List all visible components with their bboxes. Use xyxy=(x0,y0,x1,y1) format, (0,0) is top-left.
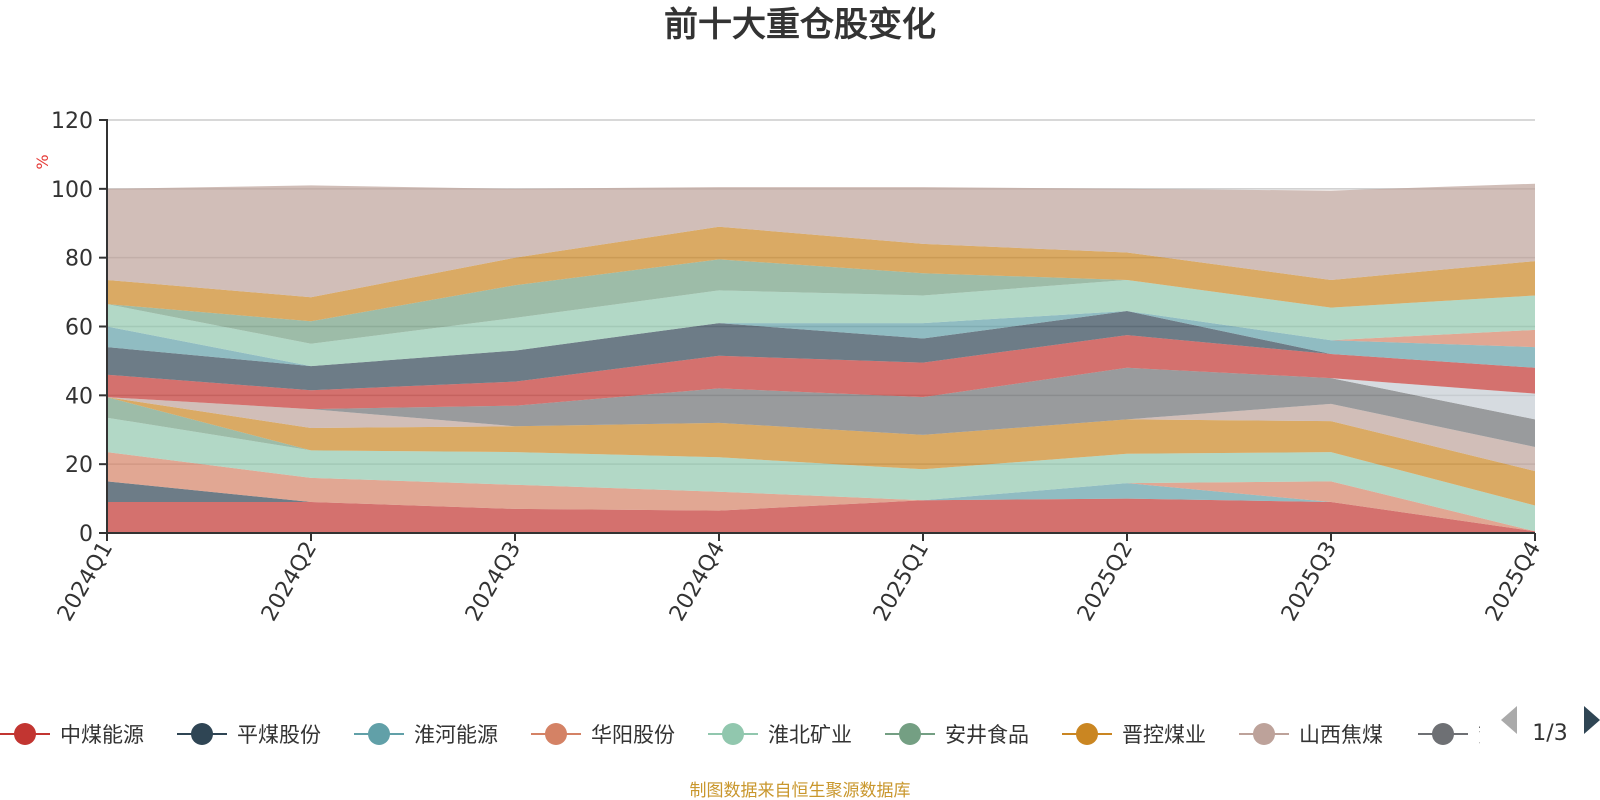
area-series-8 xyxy=(107,367,1535,447)
legend-label-7: 山西焦煤 xyxy=(1299,723,1383,747)
legend-item-5[interactable]: 安井食品 xyxy=(885,723,1029,747)
chart-title: 前十大重仓股变化 xyxy=(664,5,936,45)
y-tick-label-100: 100 xyxy=(51,178,93,203)
legend-label-2: 淮河能源 xyxy=(414,723,498,747)
x-tick-label-2: 2024Q3 xyxy=(461,538,526,626)
legend-marker-6 xyxy=(1076,723,1098,745)
x-tick-label-3: 2024Q4 xyxy=(665,538,730,626)
area-series-17 xyxy=(107,226,1535,322)
x-tick-label-5: 2025Q2 xyxy=(1073,538,1138,626)
legend-marker-4 xyxy=(722,723,744,745)
legend-label-truncated: 兖 xyxy=(1478,723,1499,747)
legend-marker-1 xyxy=(191,723,213,745)
y-axis-ticks: 0 20 40 60 80 100 120 xyxy=(51,109,107,547)
legend-label-4: 淮北矿业 xyxy=(768,723,852,747)
legend-marker-5 xyxy=(899,723,921,745)
legend-pager[interactable]: 1/3 xyxy=(1501,706,1600,746)
area-series-16 xyxy=(107,259,1535,344)
y-tick-label-80: 80 xyxy=(65,247,93,272)
legend-item-4[interactable]: 淮北矿业 xyxy=(708,723,852,747)
legend-marker-7 xyxy=(1253,723,1275,745)
legend-marker-truncated xyxy=(1432,723,1454,745)
legend-item-3[interactable]: 华阳股份 xyxy=(531,723,675,747)
area-series-7 xyxy=(107,397,1535,472)
x-tick-label-0: 2024Q1 xyxy=(53,538,118,626)
x-tick-label-1: 2024Q2 xyxy=(257,538,322,626)
area-series-15 xyxy=(107,280,1535,367)
legend-label-1: 平煤股份 xyxy=(237,723,321,747)
area-series-11 xyxy=(107,335,1535,410)
legend-item-7[interactable]: 山西焦煤 xyxy=(1239,723,1383,747)
y-tick-label-120: 120 xyxy=(51,109,93,134)
y-tick-label-40: 40 xyxy=(65,384,93,409)
stacked-areas xyxy=(107,183,1535,533)
legend-label-3: 华阳股份 xyxy=(591,723,675,747)
area-series-18 xyxy=(107,183,1535,298)
data-source-note: 制图数据来自恒生聚源数据库 xyxy=(690,781,911,800)
legend[interactable]: 中煤能源 平煤股份 淮河能源 华阳股份 淮北矿业 安井食品 晋控煤业 山西焦煤 兖 xyxy=(0,723,1499,747)
legend-label-0: 中煤能源 xyxy=(60,723,144,747)
area-series-0 xyxy=(107,498,1535,533)
legend-next-icon[interactable] xyxy=(1584,706,1600,734)
area-series-6 xyxy=(107,397,1535,506)
area-series-12 xyxy=(107,311,1535,391)
legend-item-1[interactable]: 平煤股份 xyxy=(177,723,321,747)
area-series-4 xyxy=(107,417,1535,532)
legend-item-2[interactable]: 淮河能源 xyxy=(354,723,498,747)
legend-marker-3 xyxy=(545,723,567,745)
legend-prev-icon[interactable] xyxy=(1501,706,1517,734)
x-tick-label-4: 2025Q1 xyxy=(869,538,934,626)
y-axis-unit: % xyxy=(33,154,52,169)
legend-item-6[interactable]: 晋控煤业 xyxy=(1062,723,1206,747)
area-series-3 xyxy=(107,452,1535,532)
legend-marker-0 xyxy=(14,723,36,745)
legend-label-6: 晋控煤业 xyxy=(1122,723,1206,747)
x-tick-label-7: 2025Q4 xyxy=(1481,538,1546,626)
y-tick-label-20: 20 xyxy=(65,453,93,478)
legend-item-truncated[interactable]: 兖 xyxy=(1418,723,1499,747)
x-axis-ticks: 2024Q1 2024Q2 2024Q3 2024Q4 2025Q1 2025Q2 2025… xyxy=(53,533,1546,626)
y-tick-label-60: 60 xyxy=(65,316,93,341)
y-tick-label-0: 0 xyxy=(79,522,93,547)
legend-marker-2 xyxy=(368,723,390,745)
area-series-2 xyxy=(107,481,1535,532)
legend-item-0[interactable]: 中煤能源 xyxy=(0,723,144,747)
legend-page-indicator: 1/3 xyxy=(1532,721,1567,746)
legend-label-5: 安井食品 xyxy=(945,723,1029,747)
x-tick-label-6: 2025Q3 xyxy=(1277,538,1342,626)
